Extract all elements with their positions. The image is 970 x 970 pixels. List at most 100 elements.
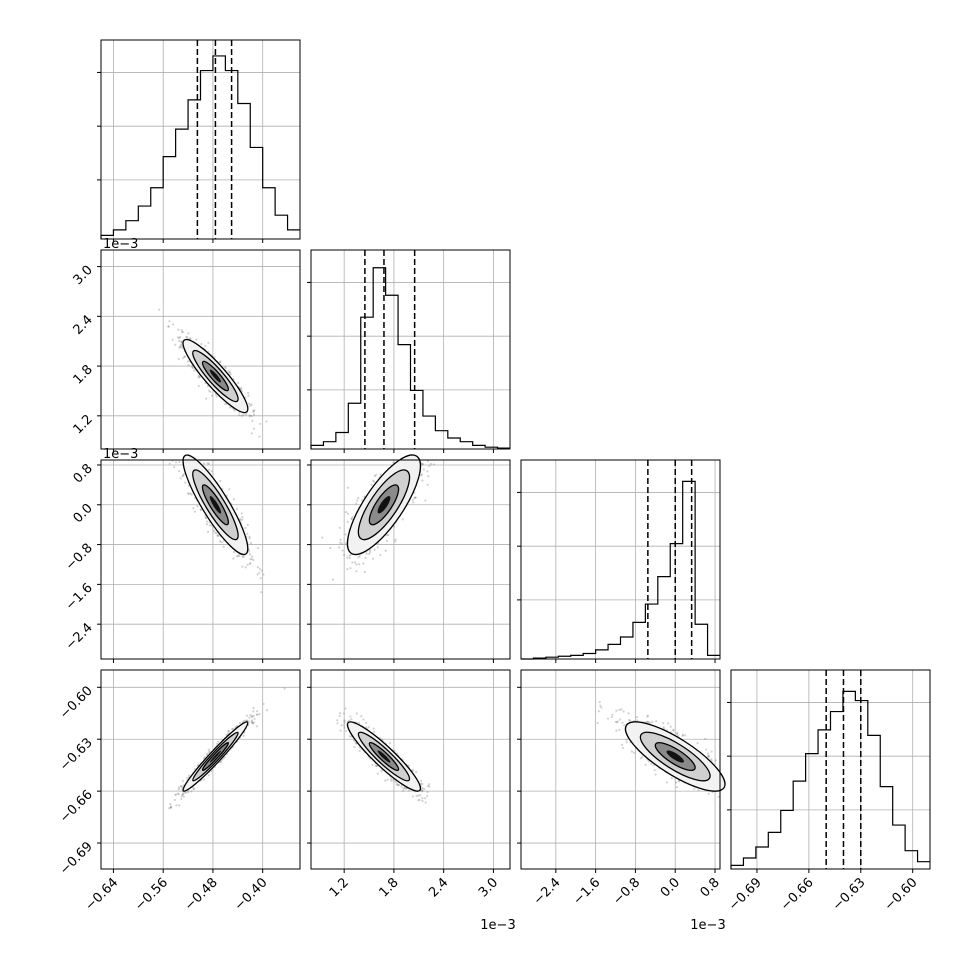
point bbox=[351, 515, 354, 518]
point bbox=[360, 715, 363, 718]
point bbox=[387, 533, 390, 537]
point bbox=[420, 788, 423, 791]
point bbox=[611, 713, 614, 716]
point bbox=[171, 338, 174, 341]
point bbox=[215, 531, 218, 534]
point bbox=[250, 719, 254, 722]
point bbox=[421, 479, 424, 482]
point bbox=[173, 428, 175, 430]
point bbox=[331, 578, 335, 581]
point bbox=[249, 713, 252, 717]
point bbox=[412, 430, 414, 432]
point bbox=[175, 453, 177, 455]
point bbox=[206, 753, 209, 756]
point bbox=[373, 474, 376, 478]
point bbox=[192, 507, 195, 510]
point bbox=[395, 456, 397, 458]
point bbox=[672, 728, 675, 731]
point bbox=[189, 442, 191, 444]
point bbox=[622, 710, 625, 713]
point bbox=[256, 565, 259, 569]
point bbox=[420, 474, 423, 477]
point bbox=[232, 498, 236, 501]
point bbox=[190, 493, 193, 496]
point bbox=[169, 803, 172, 806]
point bbox=[252, 409, 255, 412]
point bbox=[187, 332, 190, 335]
point bbox=[181, 475, 184, 478]
point bbox=[242, 413, 245, 416]
point bbox=[667, 722, 670, 725]
point bbox=[173, 798, 176, 802]
point bbox=[252, 427, 256, 430]
point bbox=[244, 719, 247, 722]
point bbox=[434, 456, 436, 458]
point bbox=[355, 742, 358, 745]
point bbox=[177, 786, 180, 789]
point bbox=[177, 328, 180, 331]
point bbox=[426, 442, 428, 444]
point bbox=[208, 524, 211, 527]
point bbox=[253, 721, 256, 724]
point bbox=[248, 402, 251, 405]
point bbox=[192, 369, 196, 372]
point bbox=[424, 801, 427, 804]
point bbox=[227, 730, 230, 733]
point bbox=[343, 721, 346, 725]
point bbox=[224, 402, 227, 405]
point bbox=[174, 793, 177, 797]
point bbox=[245, 719, 248, 722]
point bbox=[423, 797, 427, 800]
point bbox=[242, 734, 245, 737]
point bbox=[349, 715, 352, 718]
point bbox=[402, 454, 404, 456]
point bbox=[198, 375, 201, 379]
point bbox=[255, 725, 258, 728]
point bbox=[190, 442, 192, 444]
point bbox=[174, 343, 177, 346]
point bbox=[340, 724, 343, 727]
point bbox=[373, 548, 376, 551]
point bbox=[265, 709, 269, 712]
point bbox=[154, 420, 156, 422]
point bbox=[419, 779, 423, 782]
point bbox=[174, 450, 176, 452]
density-peak bbox=[209, 369, 222, 383]
point bbox=[428, 785, 431, 788]
panel-3-2 bbox=[517, 669, 726, 873]
density-peak bbox=[209, 496, 222, 514]
point bbox=[357, 497, 360, 500]
point bbox=[216, 533, 219, 537]
point bbox=[376, 546, 379, 549]
point bbox=[390, 777, 393, 780]
point bbox=[186, 451, 188, 453]
panel-frame bbox=[310, 459, 511, 660]
histogram bbox=[310, 267, 510, 449]
point bbox=[180, 331, 184, 334]
point bbox=[241, 515, 244, 519]
point bbox=[231, 727, 235, 730]
point bbox=[184, 481, 187, 484]
panel-2-2 bbox=[517, 459, 721, 663]
point bbox=[249, 562, 252, 566]
point bbox=[379, 553, 382, 556]
point bbox=[175, 428, 177, 430]
point bbox=[371, 479, 375, 482]
point bbox=[215, 395, 218, 398]
point bbox=[340, 542, 343, 545]
point bbox=[181, 345, 184, 348]
point bbox=[242, 555, 245, 558]
point bbox=[183, 355, 186, 358]
point bbox=[180, 340, 183, 343]
point bbox=[188, 774, 191, 777]
panel-frame bbox=[520, 459, 721, 660]
point bbox=[244, 526, 247, 530]
point bbox=[207, 462, 210, 465]
point bbox=[427, 456, 429, 458]
point bbox=[206, 753, 209, 756]
point bbox=[418, 798, 421, 801]
point bbox=[178, 336, 181, 340]
point bbox=[205, 516, 208, 520]
point bbox=[176, 336, 180, 339]
